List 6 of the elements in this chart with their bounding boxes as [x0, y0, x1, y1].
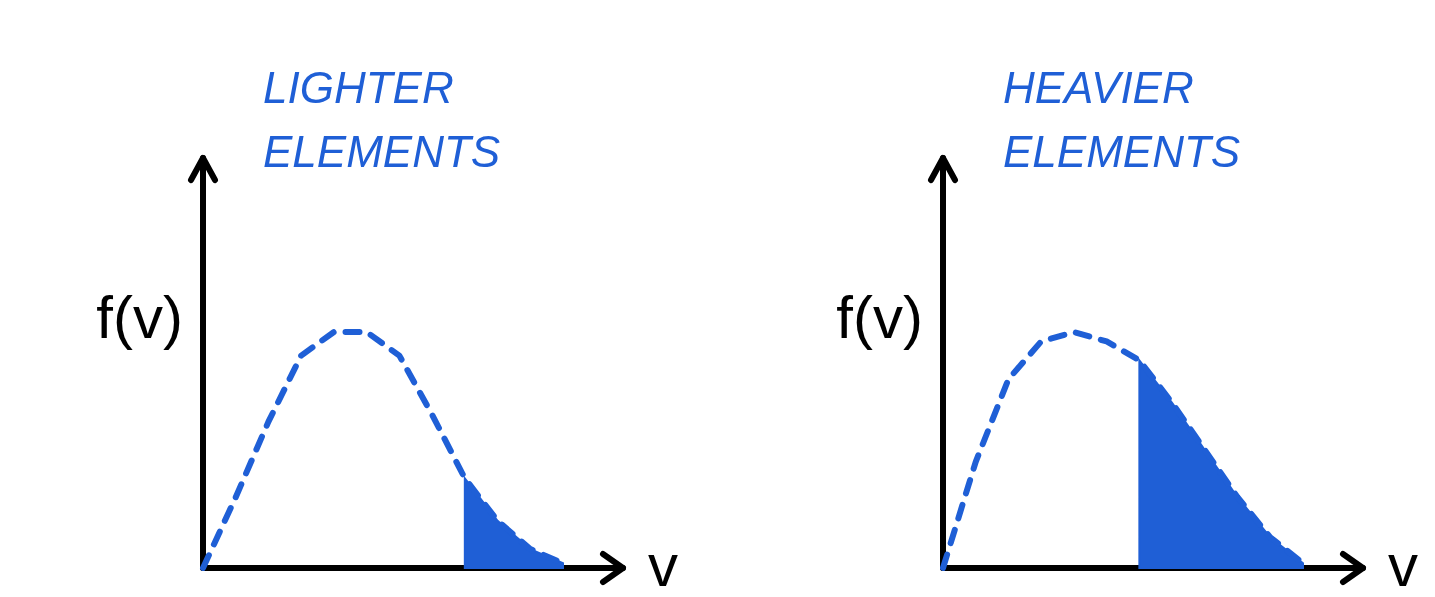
y-axis-title: f(v) [836, 284, 923, 351]
y-axis-title: f(v) [96, 284, 183, 351]
x-axis-title: v [648, 532, 678, 597]
chart-title: LIGHTER ELEMENTS [263, 63, 501, 176]
chart-title: HEAVIER ELEMENTS [1003, 63, 1241, 176]
x-axis-title: v [1388, 532, 1418, 597]
